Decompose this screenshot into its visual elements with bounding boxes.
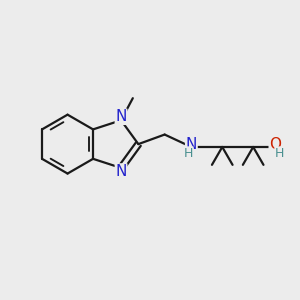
Text: N: N xyxy=(116,109,127,124)
Text: H: H xyxy=(275,147,284,160)
Text: N: N xyxy=(186,136,197,152)
Text: N: N xyxy=(116,164,127,179)
Text: O: O xyxy=(269,137,281,152)
Text: H: H xyxy=(184,147,193,160)
